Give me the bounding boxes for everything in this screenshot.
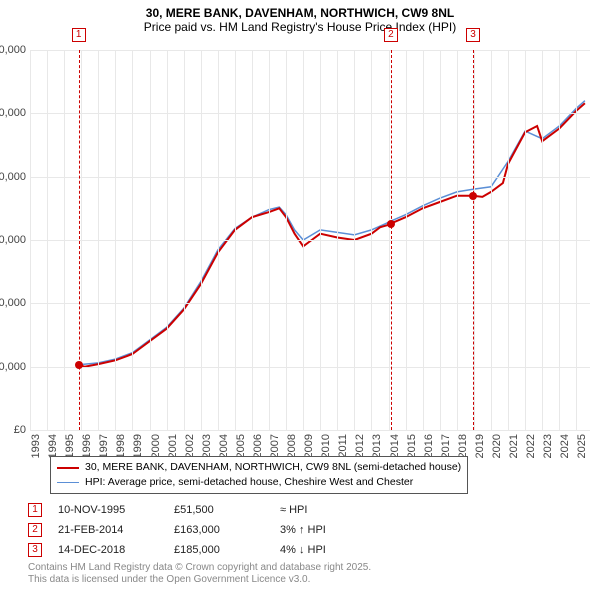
y-tick-label: £300,000: [0, 44, 26, 56]
x-tick-label: 2009: [303, 434, 315, 458]
chart-container: 30, MERE BANK, DAVENHAM, NORTHWICH, CW9 …: [0, 0, 600, 590]
x-tick-label: 2012: [354, 434, 366, 458]
legend-item: HPI: Average price, semi-detached house,…: [57, 475, 461, 490]
legend-swatch: [57, 467, 79, 469]
x-tick-label: 2015: [406, 434, 418, 458]
marker-badge: 2: [384, 28, 398, 42]
y-tick-label: £150,000: [0, 234, 26, 246]
legend-swatch: [57, 482, 79, 483]
marker-badge: 3: [466, 28, 480, 42]
x-tick-label: 2005: [235, 434, 247, 458]
chart-title: 30, MERE BANK, DAVENHAM, NORTHWICH, CW9 …: [10, 6, 590, 20]
x-tick-label: 2002: [184, 434, 196, 458]
x-tick-label: 2025: [576, 434, 588, 458]
y-tick-label: £250,000: [0, 107, 26, 119]
x-tick-label: 2022: [525, 434, 537, 458]
x-tick-label: 2021: [508, 434, 520, 458]
sale-price: £51,500: [174, 504, 264, 516]
legend: 30, MERE BANK, DAVENHAM, NORTHWICH, CW9 …: [50, 456, 468, 494]
x-tick-label: 1993: [30, 434, 42, 458]
sale-row: 3 14-DEC-2018 £185,000 4% ↓ HPI: [28, 540, 380, 560]
sale-price: £185,000: [174, 544, 264, 556]
y-tick-label: £0: [14, 424, 26, 436]
legend-label: 30, MERE BANK, DAVENHAM, NORTHWICH, CW9 …: [85, 460, 461, 475]
x-tick-label: 2003: [201, 434, 213, 458]
sale-hpi: 4% ↓ HPI: [280, 544, 380, 556]
sale-dot: [469, 192, 477, 200]
x-tick-label: 2013: [371, 434, 383, 458]
marker-badge: 3: [28, 543, 42, 557]
sale-dot: [387, 220, 395, 228]
marker-badge: 1: [72, 28, 86, 42]
plot-area: £0£50,000£100,000£150,000£200,000£250,00…: [30, 50, 590, 430]
x-tick-label: 2018: [457, 434, 469, 458]
sale-date: 21-FEB-2014: [58, 524, 158, 536]
x-tick-label: 1994: [47, 434, 59, 458]
marker-badge: 2: [28, 523, 42, 537]
sale-date: 14-DEC-2018: [58, 544, 158, 556]
sales-table: 1 10-NOV-1995 £51,500 ≈ HPI 2 21-FEB-201…: [28, 500, 380, 560]
x-tick-label: 2014: [389, 434, 401, 458]
x-tick-label: 2004: [218, 434, 230, 458]
x-tick-label: 2023: [542, 434, 554, 458]
x-tick-label: 1997: [98, 434, 110, 458]
x-tick-label: 2010: [320, 434, 332, 458]
legend-item: 30, MERE BANK, DAVENHAM, NORTHWICH, CW9 …: [57, 460, 461, 475]
sale-dot: [75, 361, 83, 369]
sale-hpi: 3% ↑ HPI: [280, 524, 380, 536]
sale-row: 1 10-NOV-1995 £51,500 ≈ HPI: [28, 500, 380, 520]
marker-badge: 1: [28, 503, 42, 517]
x-tick-label: 2007: [269, 434, 281, 458]
x-tick-label: 2016: [423, 434, 435, 458]
x-tick-label: 2024: [559, 434, 571, 458]
title-block: 30, MERE BANK, DAVENHAM, NORTHWICH, CW9 …: [0, 0, 600, 38]
x-tick-label: 1999: [132, 434, 144, 458]
y-tick-label: £100,000: [0, 297, 26, 309]
x-tick-label: 2019: [474, 434, 486, 458]
sale-price: £163,000: [174, 524, 264, 536]
y-tick-label: £200,000: [0, 171, 26, 183]
x-tick-label: 2008: [286, 434, 298, 458]
chart-subtitle: Price paid vs. HM Land Registry's House …: [10, 20, 590, 34]
sale-row: 2 21-FEB-2014 £163,000 3% ↑ HPI: [28, 520, 380, 540]
footer-line: This data is licensed under the Open Gov…: [28, 574, 371, 586]
x-tick-label: 2020: [491, 434, 503, 458]
x-tick-label: 1996: [81, 434, 93, 458]
sale-date: 10-NOV-1995: [58, 504, 158, 516]
x-tick-label: 2001: [167, 434, 179, 458]
x-tick-label: 1998: [115, 434, 127, 458]
x-tick-label: 2000: [150, 434, 162, 458]
footer-attribution: Contains HM Land Registry data © Crown c…: [28, 562, 371, 586]
x-tick-label: 1995: [64, 434, 76, 458]
x-tick-label: 2017: [440, 434, 452, 458]
x-tick-label: 2006: [252, 434, 264, 458]
sale-hpi: ≈ HPI: [280, 504, 380, 516]
y-tick-label: £50,000: [0, 361, 26, 373]
x-tick-label: 2011: [337, 434, 349, 458]
legend-label: HPI: Average price, semi-detached house,…: [85, 475, 413, 490]
footer-line: Contains HM Land Registry data © Crown c…: [28, 562, 371, 574]
